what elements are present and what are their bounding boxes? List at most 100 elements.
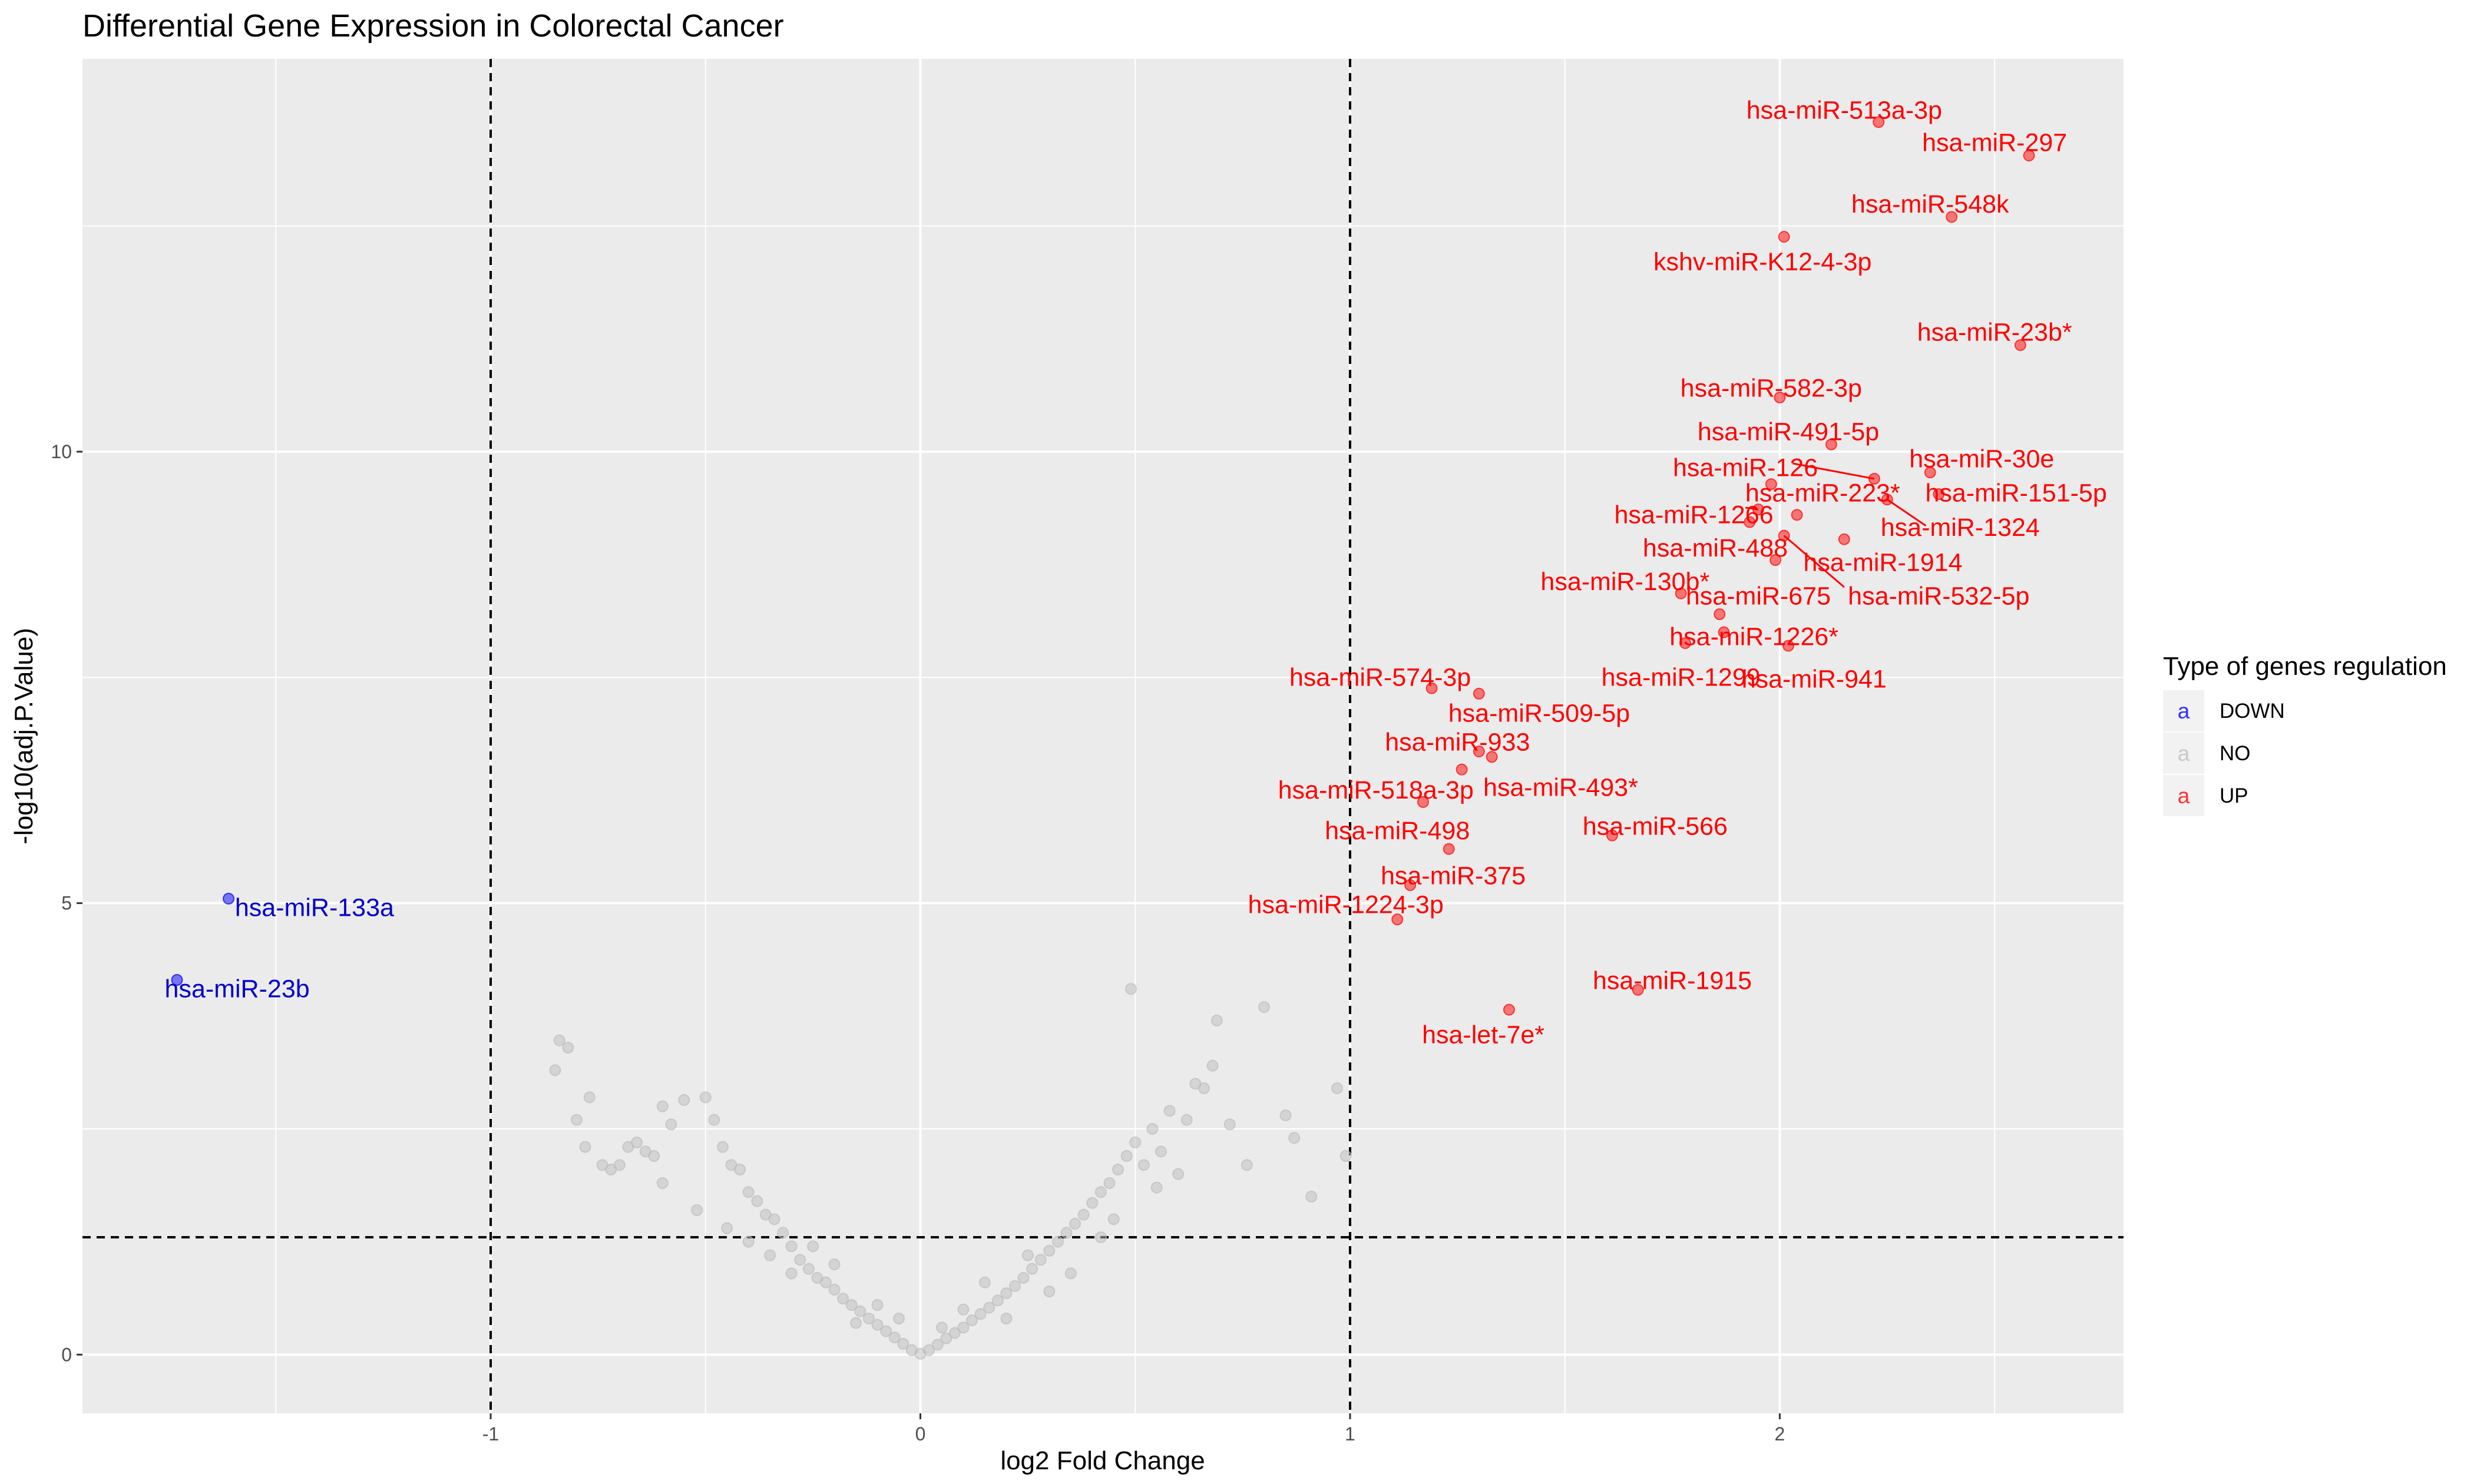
point-not-significant bbox=[966, 1314, 978, 1327]
point-not-significant bbox=[764, 1249, 776, 1261]
point-upregulated bbox=[1456, 763, 1468, 776]
point-not-significant bbox=[1339, 1150, 1352, 1162]
point-label: hsa-miR-223* bbox=[1745, 479, 1900, 508]
point-not-significant bbox=[768, 1213, 780, 1225]
point-not-significant bbox=[1180, 1114, 1193, 1126]
point-not-significant bbox=[935, 1321, 948, 1334]
point-not-significant bbox=[957, 1321, 970, 1334]
point-label: hsa-miR-133a bbox=[235, 893, 394, 922]
point-not-significant bbox=[807, 1240, 819, 1253]
point-not-significant bbox=[1051, 1235, 1064, 1248]
point-label: hsa-miR-574-3p bbox=[1289, 663, 1471, 691]
point-not-significant bbox=[862, 1313, 875, 1324]
point-not-significant bbox=[854, 1305, 866, 1317]
point-upregulated bbox=[1503, 1003, 1515, 1016]
legend-key-box bbox=[2163, 733, 2204, 774]
point-not-significant bbox=[549, 1064, 561, 1076]
point-not-significant bbox=[751, 1195, 763, 1207]
point-label: hsa-miR-126 bbox=[1673, 454, 1818, 482]
point-not-significant bbox=[631, 1137, 643, 1148]
point-upregulated bbox=[1933, 488, 1945, 501]
y-axis-title: -log10(adj.P.Value) bbox=[9, 628, 38, 844]
point-upregulated bbox=[1425, 682, 1438, 694]
x-tick-label: 0 bbox=[915, 1423, 926, 1445]
point-label: hsa-miR-509-5p bbox=[1448, 700, 1630, 728]
point-label: hsa-miR-518a-3p bbox=[1278, 776, 1474, 804]
point-upregulated bbox=[1486, 751, 1498, 763]
point-upregulated bbox=[1632, 983, 1644, 996]
x-axis-ticks: -1 0 1 2 bbox=[482, 1413, 1785, 1445]
point-not-significant bbox=[1112, 1164, 1124, 1175]
point-upregulated bbox=[1778, 231, 1790, 243]
point-upregulated bbox=[1417, 796, 1429, 808]
point-not-significant bbox=[678, 1094, 690, 1106]
point-not-significant bbox=[648, 1150, 660, 1162]
point-label: hsa-miR-498 bbox=[1325, 817, 1470, 845]
point-upregulated bbox=[1714, 608, 1726, 620]
point-not-significant bbox=[974, 1308, 987, 1320]
grid-lines bbox=[82, 59, 2124, 1413]
legend-entry-label: DOWN bbox=[2220, 700, 2285, 723]
point-not-significant bbox=[888, 1331, 901, 1344]
point-not-significant bbox=[1206, 1059, 1219, 1072]
point-not-significant bbox=[1034, 1254, 1047, 1266]
point-not-significant bbox=[1172, 1168, 1185, 1180]
point-label: hsa-miR-23b bbox=[165, 975, 310, 1003]
point-label: hsa-miR-566 bbox=[1583, 812, 1728, 840]
point-not-significant bbox=[1155, 1145, 1167, 1158]
point-not-significant bbox=[1146, 1123, 1159, 1135]
point-not-significant bbox=[1288, 1132, 1301, 1144]
plot-panel: hsa-miR-133a hsa-miR-23b hsa-miR-513a-3p hs… bbox=[82, 59, 2124, 1413]
point-not-significant bbox=[1043, 1286, 1056, 1297]
point-label: hsa-miR-675 bbox=[1686, 582, 1831, 610]
point-not-significant bbox=[1000, 1287, 1013, 1300]
legend: Type of genes regulation a DOWN a NO a UP bbox=[2163, 652, 2447, 816]
point-label: hsa-miR-941 bbox=[1742, 665, 1887, 693]
y-axis-ticks: 0 5 10 bbox=[51, 441, 82, 1365]
label-connector-line bbox=[1783, 535, 1845, 588]
point-upregulated bbox=[1774, 392, 1786, 403]
point-not-significant bbox=[837, 1293, 849, 1305]
point-not-significant bbox=[1077, 1208, 1090, 1221]
legend-key-box bbox=[2163, 775, 2204, 816]
chart-title: Differential Gene Expression in Colorect… bbox=[82, 8, 784, 44]
point-not-significant bbox=[893, 1313, 905, 1324]
point-not-significant bbox=[1305, 1191, 1318, 1203]
point-not-significant bbox=[1060, 1227, 1073, 1239]
point-not-significant bbox=[1331, 1082, 1344, 1094]
point-label: hsa-miR-1915 bbox=[1593, 967, 1752, 995]
point-upregulated bbox=[2014, 339, 2026, 352]
point-not-significant bbox=[880, 1325, 892, 1337]
point-label: hsa-miR-933 bbox=[1385, 728, 1530, 757]
point-not-significant bbox=[716, 1141, 729, 1153]
point-not-significant bbox=[1094, 1186, 1107, 1198]
point-not-significant bbox=[1043, 1245, 1056, 1257]
point-labels: hsa-miR-133a hsa-miR-23b hsa-miR-513a-3p hs… bbox=[165, 96, 2107, 1049]
point-upregulated bbox=[1679, 637, 1691, 650]
label-connectors bbox=[1745, 462, 1927, 588]
point-not-significant bbox=[819, 1276, 832, 1288]
point-label: hsa-miR-532-5p bbox=[1848, 582, 2029, 610]
point-not-significant bbox=[1223, 1118, 1236, 1131]
point-upregulated bbox=[1791, 509, 1803, 521]
point-label: hsa-miR-23b* bbox=[1917, 319, 2072, 347]
point-not-significant bbox=[1026, 1263, 1038, 1275]
point-not-significant bbox=[656, 1100, 669, 1112]
y-tick-label: 5 bbox=[61, 893, 72, 914]
point-label: hsa-miR-1324 bbox=[1881, 514, 2040, 542]
point-not-significant bbox=[1021, 1249, 1034, 1261]
point-label: hsa-miR-375 bbox=[1381, 862, 1526, 890]
point-not-significant bbox=[553, 1034, 565, 1046]
point-not-significant bbox=[871, 1319, 884, 1331]
point-upregulated bbox=[1838, 533, 1850, 545]
point-upregulated bbox=[1718, 626, 1730, 638]
legend-entry-label: UP bbox=[2220, 784, 2248, 807]
x-axis-title: log2 Fold Change bbox=[1000, 1446, 1205, 1475]
point-not-significant bbox=[871, 1299, 884, 1311]
point-not-significant bbox=[1124, 983, 1137, 995]
point-not-significant bbox=[1107, 1213, 1120, 1225]
x-tick-label: 1 bbox=[1345, 1423, 1355, 1445]
point-upregulated bbox=[1404, 879, 1417, 891]
point-not-significant bbox=[1210, 1015, 1223, 1026]
